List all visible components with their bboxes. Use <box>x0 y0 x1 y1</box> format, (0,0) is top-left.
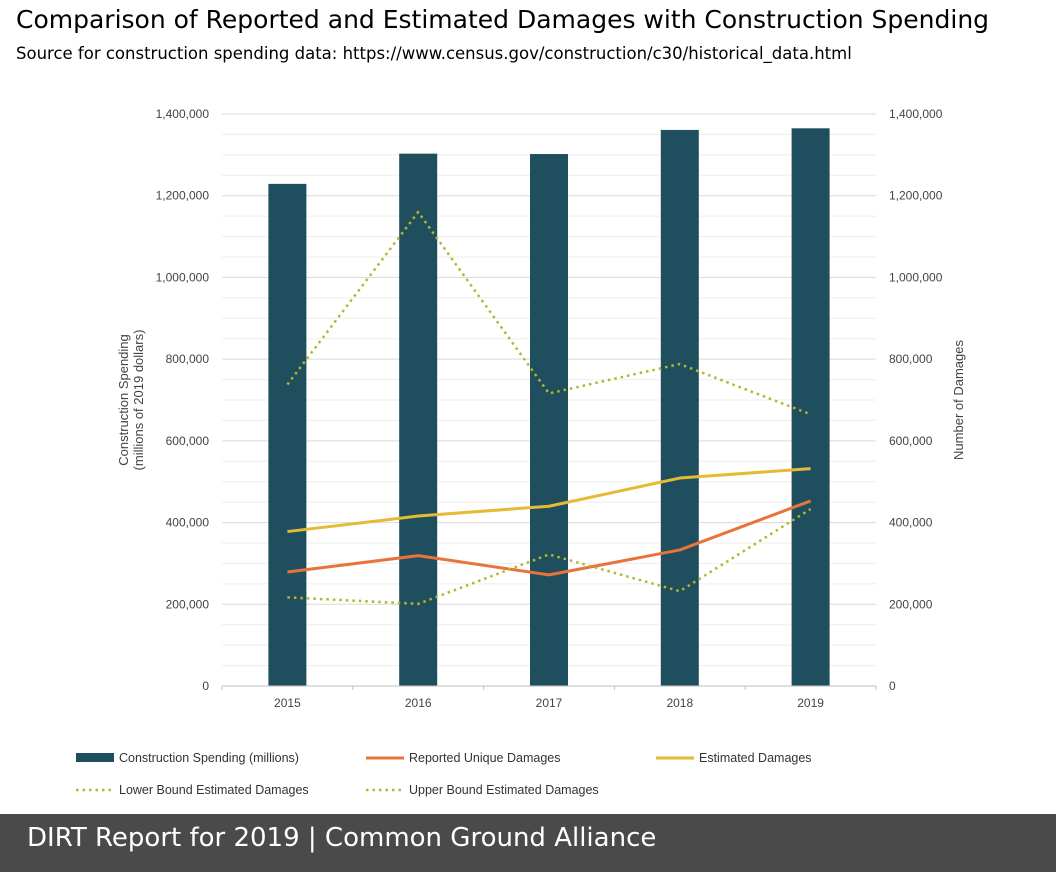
bar-2018 <box>660 129 699 687</box>
y-tick-label-right: 1,200,000 <box>889 189 943 203</box>
y-tick-label-right: 200,000 <box>889 597 933 611</box>
chart-subtitle: Source for construction spending data: h… <box>16 44 852 63</box>
legend-label-construction-spending-millions: Construction Spending (millions) <box>119 751 299 765</box>
legend-label-lower-bound-estimated-damages: Lower Bound Estimated Damages <box>119 783 309 797</box>
y-tick-label-left: 0 <box>202 679 209 693</box>
y-tick-label-right: 1,000,000 <box>889 270 943 284</box>
bar-2016 <box>399 153 438 687</box>
series-line-upper-bound-estimated-damages <box>286 210 812 416</box>
legend: Construction Spending (millions) Reported… <box>76 751 812 797</box>
series-lines <box>286 210 812 606</box>
x-tick-label: 2017 <box>536 696 563 710</box>
bar-2017 <box>530 154 568 687</box>
y-axis-title-line: Construction Spending <box>116 334 131 466</box>
series-line-reported-unique-damages <box>287 499 812 577</box>
x-tick-label: 2016 <box>405 696 432 710</box>
y-tick-label-right: 800,000 <box>889 352 933 366</box>
y-axis-title-left: Construction Spending(millions of 2019 d… <box>116 330 146 471</box>
legend-label-reported-unique-damages: Reported Unique Damages <box>409 751 560 765</box>
legend-label-upper-bound-estimated-damages: Upper Bound Estimated Damages <box>409 783 599 797</box>
y-tick-label-right: 0 <box>889 679 896 693</box>
y-tick-label-right: 600,000 <box>889 434 933 448</box>
y-tick-label-left: 600,000 <box>166 434 210 448</box>
chart-area: 2015 2016 2017 2018 2019 0 0 200,000 200,000 400,… <box>76 107 966 797</box>
x-tick-label: 2015 <box>274 696 301 710</box>
y-axis-title-line: (millions of 2019 dollars) <box>131 330 146 471</box>
legend-swatch-construction-spending-millions <box>76 753 114 762</box>
x-tick-label: 2019 <box>797 696 824 710</box>
x-tick-label: 2018 <box>666 696 693 710</box>
footer-text: DIRT Report for 2019 | Common Ground All… <box>27 823 657 853</box>
bars <box>268 128 830 687</box>
y-tick-label-left: 1,200,000 <box>156 189 210 203</box>
chart-title: Comparison of Reported and Estimated Dam… <box>16 5 990 34</box>
y-tick-label-left: 1,400,000 <box>156 107 210 121</box>
y-tick-label-left: 1,000,000 <box>156 270 210 284</box>
axes: 2015 2016 2017 2018 2019 0 0 200,000 200,000 400,… <box>116 107 966 710</box>
y-tick-label-left: 400,000 <box>166 516 210 530</box>
series-line-estimated-damages <box>287 467 811 534</box>
bar-2015 <box>268 183 307 686</box>
y-axis-title-right: Number of Damages <box>951 340 966 460</box>
footer-bar: DIRT Report for 2019 | Common Ground All… <box>0 814 1056 872</box>
legend-label-estimated-damages: Estimated Damages <box>699 751 812 765</box>
y-tick-label-left: 800,000 <box>166 352 210 366</box>
y-tick-label-left: 200,000 <box>166 597 210 611</box>
bar-2019 <box>791 128 830 687</box>
y-tick-label-right: 400,000 <box>889 516 933 530</box>
y-tick-label-right: 1,400,000 <box>889 107 943 121</box>
